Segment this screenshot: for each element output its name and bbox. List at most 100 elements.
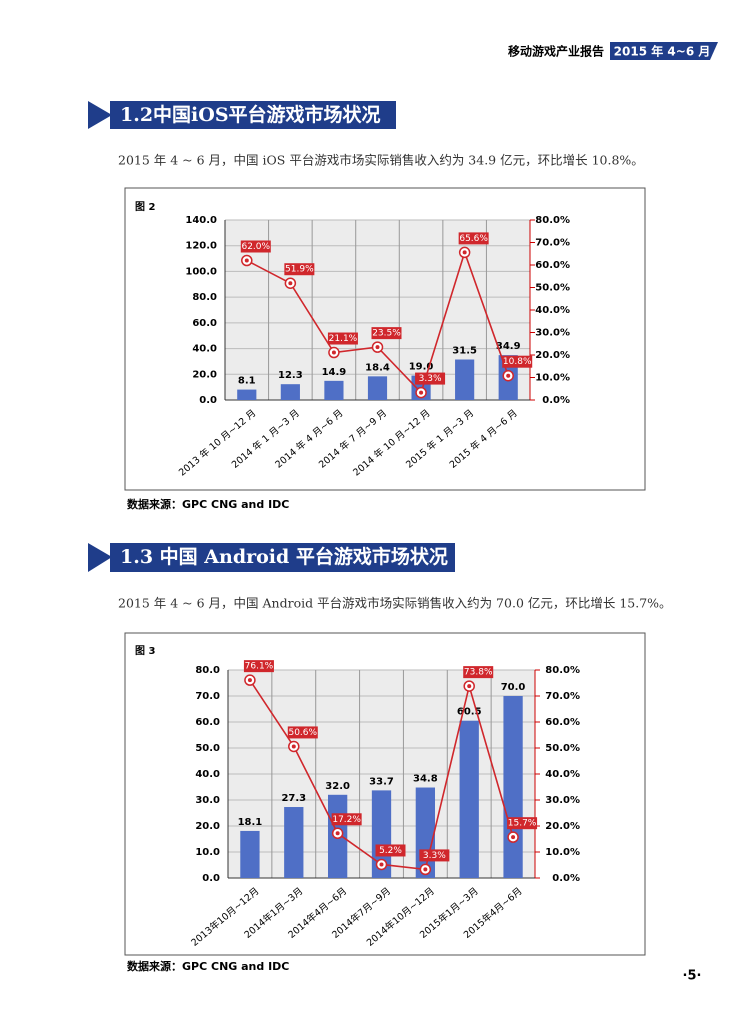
line-point-dot	[511, 835, 516, 840]
y-tick-label: 10.0	[195, 847, 220, 858]
line-label-box	[327, 332, 358, 345]
line-label-box	[415, 372, 446, 385]
section-banner	[110, 101, 396, 129]
y-tick-label: 50.0	[195, 743, 220, 754]
page-number: ·5·	[683, 969, 702, 984]
line-label-box	[331, 813, 362, 826]
line-point-dot	[379, 862, 384, 867]
line-label-box	[240, 240, 271, 253]
y2-tick-label: 10.0%	[535, 373, 570, 384]
bar	[503, 696, 523, 878]
bar	[284, 807, 304, 878]
line-value-label: 5.2%	[379, 846, 402, 856]
y2-tick-label: 60.0%	[545, 717, 580, 728]
line-label-box	[419, 849, 450, 862]
bar	[455, 359, 475, 400]
line-value-label: 62.0%	[241, 242, 270, 252]
line-value-label: 51.9%	[285, 265, 314, 275]
line-label-box	[287, 726, 318, 739]
report-period: 2015 年 4~6 月	[614, 44, 711, 59]
y2-tick-label: 80.0%	[535, 215, 570, 226]
y2-tick-label: 30.0%	[535, 328, 570, 339]
report-title: 移动游戏产业报告	[508, 44, 604, 59]
y2-tick-label: 0.0%	[552, 873, 580, 884]
y-tick-label: 60.0	[192, 318, 217, 329]
section-title: 1.2中国iOS平台游戏市场状况	[120, 103, 381, 126]
line-point-dot	[419, 390, 424, 395]
y2-tick-label: 30.0%	[545, 795, 580, 806]
line-point-dot	[467, 684, 472, 689]
y2-tick-label: 20.0%	[545, 821, 580, 832]
bar-value-label: 32.0	[325, 781, 350, 792]
y2-tick-label: 40.0%	[545, 769, 580, 780]
bar-value-label: 14.9	[322, 367, 347, 378]
bar-value-label: 70.0	[501, 682, 526, 693]
line-point-dot	[288, 281, 293, 286]
y-tick-label: 100.0	[185, 266, 217, 277]
y2-tick-label: 80.0%	[545, 665, 580, 676]
line-point-dot	[244, 258, 249, 263]
section-banner	[110, 543, 455, 572]
y-tick-label: 40.0	[195, 769, 220, 780]
y-tick-label: 30.0	[195, 795, 220, 806]
line-point-dot	[375, 345, 380, 350]
y-tick-label: 20.0	[195, 821, 220, 832]
figure-label: 图 2	[135, 201, 155, 213]
line-point-dot	[291, 744, 296, 749]
y-tick-label: 0.0	[202, 873, 220, 884]
line-value-label: 23.5%	[372, 329, 401, 339]
section-text: 2015 年 4 ~ 6 月，中国 iOS 平台游戏市场实际销售收入约为 34.…	[118, 153, 644, 168]
y2-tick-label: 60.0%	[535, 260, 570, 271]
line-value-label: 73.8%	[464, 668, 493, 678]
y2-tick-label: 50.0%	[545, 743, 580, 754]
section-text: 2015 年 4 ~ 6 月，中国 Android 平台游戏市场实际销售收入约为…	[118, 596, 672, 611]
line-label-box	[502, 355, 533, 368]
line-label-box	[284, 263, 315, 276]
y2-tick-label: 50.0%	[535, 283, 570, 294]
bar-value-label: 60.5	[457, 707, 482, 718]
line-value-label: 76.1%	[245, 662, 274, 672]
line-label-box	[243, 660, 274, 673]
line-point-dot	[462, 250, 467, 255]
y-tick-label: 70.0	[195, 691, 220, 702]
line-point-dot	[506, 373, 511, 378]
bar	[367, 376, 388, 400]
bar-value-label: 33.7	[369, 776, 394, 787]
y2-tick-label: 0.0%	[542, 395, 570, 406]
y2-tick-label: 40.0%	[535, 305, 570, 316]
data-source: 数据来源：GPC CNG and IDC	[127, 959, 289, 973]
bar-value-label: 27.3	[281, 793, 306, 804]
line-label-box	[458, 232, 489, 245]
banner-arrow	[88, 101, 112, 129]
figure-label: 图 3	[135, 645, 155, 657]
line-value-label: 3.3%	[423, 851, 446, 861]
line-value-label: 21.1%	[329, 334, 358, 344]
y-tick-label: 120.0	[185, 241, 217, 252]
line-label-box	[507, 817, 538, 830]
bar-value-label: 31.5	[452, 346, 477, 357]
line-value-label: 50.6%	[288, 728, 317, 738]
line-point-dot	[335, 831, 340, 836]
line-value-label: 15.7%	[508, 819, 537, 829]
y2-tick-label: 70.0%	[535, 238, 570, 249]
y2-tick-label: 20.0%	[535, 350, 570, 361]
bar-value-label: 8.1	[238, 376, 256, 387]
data-source: 数据来源：GPC CNG and IDC	[127, 497, 289, 511]
bar	[237, 389, 257, 400]
y-tick-label: 80.0	[195, 665, 220, 676]
line-label-box	[371, 327, 402, 340]
period-box	[610, 42, 718, 60]
bar-value-label: 34.8	[413, 774, 438, 785]
line-value-label: 17.2%	[332, 815, 361, 825]
line-label-box	[463, 666, 494, 679]
bar-value-label: 12.3	[278, 370, 303, 381]
bar-value-label: 34.9	[496, 341, 521, 352]
line-value-label: 10.8%	[503, 357, 532, 367]
bar-value-label: 18.4	[365, 362, 390, 373]
y2-tick-label: 10.0%	[545, 847, 580, 858]
bar-value-label: 19.0	[409, 362, 434, 373]
line-point-dot	[423, 867, 428, 872]
banner-arrow	[88, 543, 112, 572]
bar-value-label: 18.1	[238, 817, 263, 828]
